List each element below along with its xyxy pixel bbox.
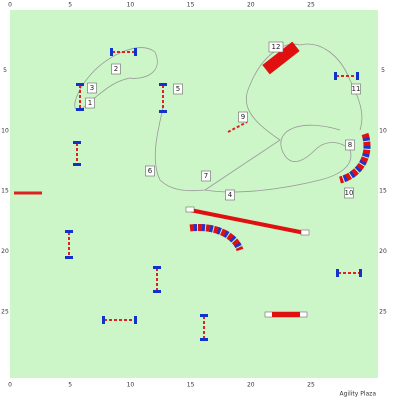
x-tick-label: 20 (247, 2, 255, 9)
obstacle-label: 5 (176, 85, 180, 93)
x-tick-label: 10 (127, 2, 135, 9)
y-tick-label: 5 (3, 67, 7, 74)
y-tick-label: 20 (1, 248, 9, 255)
field (10, 10, 378, 378)
obstacle-label: 1 (88, 99, 92, 107)
y-tick-label: 25 (1, 309, 9, 316)
label-box (85, 97, 95, 109)
label-box (344, 187, 354, 199)
tunnel (189, 223, 244, 252)
x-tick-label: 0 (8, 382, 12, 389)
jumps (14, 51, 360, 340)
obstacle-label: 6 (148, 167, 153, 175)
obstacle-label: 3 (90, 84, 94, 92)
label-box (225, 189, 235, 201)
obstacle-label: 10 (345, 189, 354, 197)
y-tick-label: 10 (1, 127, 9, 134)
label-box (87, 82, 97, 94)
obstacle-label: 8 (348, 141, 352, 149)
y-tick-label: 15 (379, 188, 387, 195)
seesaw (272, 312, 300, 317)
a-frame (262, 41, 300, 75)
obstacle-label: 7 (204, 172, 208, 180)
x-tick-label: 25 (307, 2, 315, 9)
obstacle-label: 11 (352, 85, 361, 93)
dogwalk-end (185, 206, 195, 213)
jump-wings (65, 48, 362, 341)
tunnel (189, 223, 244, 252)
obstacle-label: 12 (272, 43, 281, 51)
obstacle-label: 9 (241, 113, 245, 121)
x-tick-label: 0 (8, 2, 12, 9)
footer: Agility Plaza (339, 391, 376, 398)
y-tick-label: 25 (379, 309, 387, 316)
x-tick-label: 15 (187, 2, 195, 9)
y-tick-label: 5 (381, 67, 385, 74)
dogwalk (189, 208, 306, 235)
x-tick-label: 25 (307, 382, 315, 389)
y-tick-label: 20 (379, 248, 387, 255)
label-box (345, 139, 355, 151)
label-box (111, 63, 121, 75)
obstacle-label: 2 (114, 65, 118, 73)
x-tick-label: 5 (68, 2, 72, 9)
y-tick-label: 10 (379, 127, 387, 134)
x-tick-label: 20 (247, 382, 255, 389)
x-tick-label: 5 (68, 382, 72, 389)
dogwalk-end (300, 229, 310, 236)
y-tick-label: 15 (1, 188, 9, 195)
label-box (238, 111, 248, 123)
x-tick-label: 10 (127, 382, 135, 389)
label-box (268, 41, 284, 53)
label-box (173, 83, 183, 95)
label-box (201, 170, 211, 182)
obstacle-label: 4 (228, 191, 233, 199)
tunnel (338, 132, 371, 184)
x-tick-label: 15 (187, 382, 195, 389)
label-box (351, 83, 361, 95)
label-box (145, 165, 155, 177)
